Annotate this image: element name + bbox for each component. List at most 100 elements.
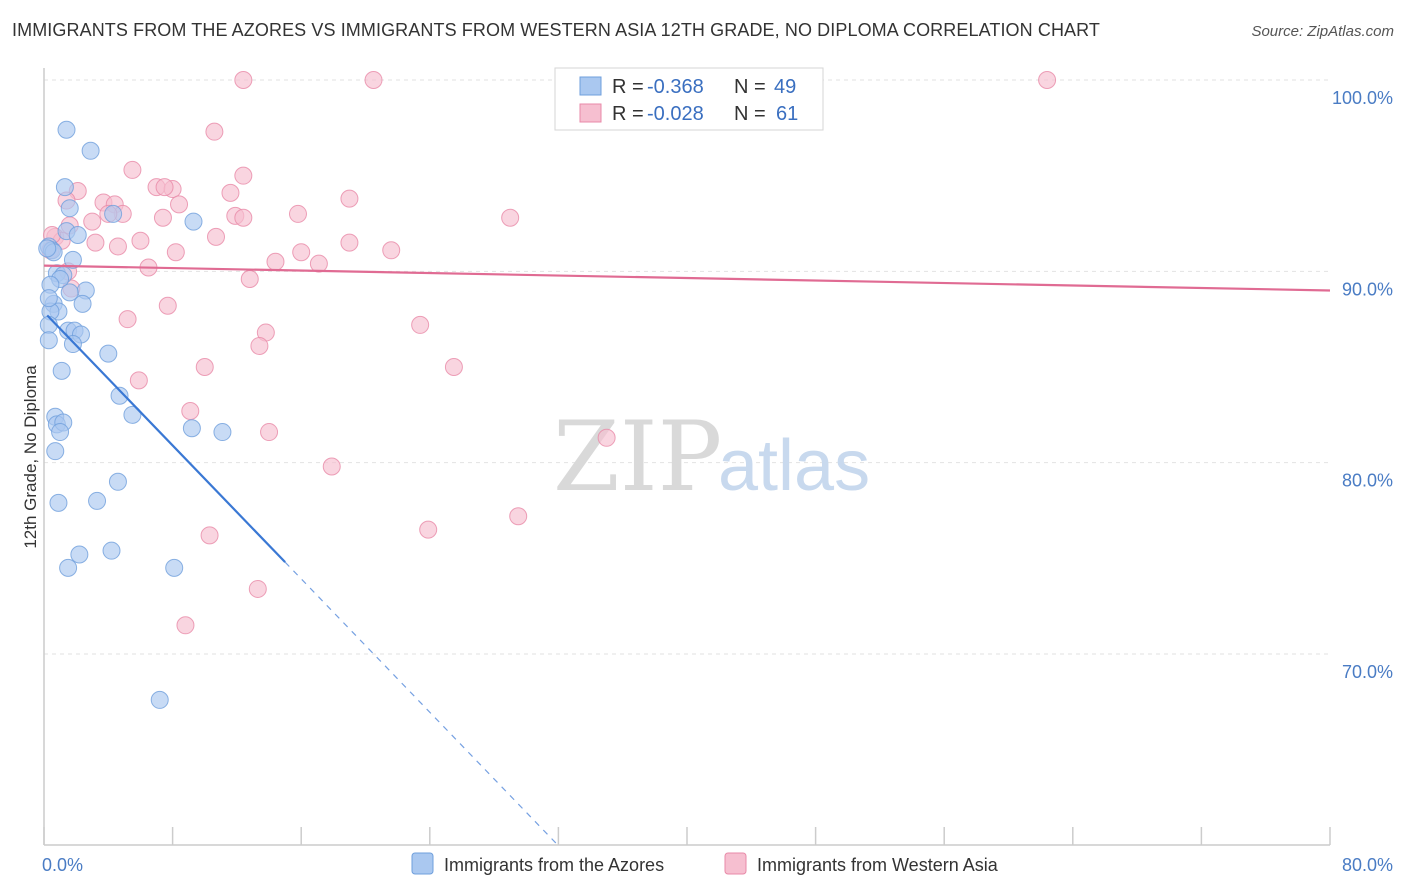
western-asia-point-44 [118,310,137,329]
western-asia-point-59 [176,616,195,635]
azores-point-39 [108,472,127,491]
azores-point-11 [63,250,82,269]
y-tick-label-3: 70.0% [1342,662,1393,682]
azores-point-19 [73,294,92,313]
western-asia-point-31 [340,233,359,252]
y-tick-label-0: 100.0% [1332,88,1393,108]
western-asia-point-32 [108,237,127,256]
x-tick-marks [43,827,1331,845]
azores-n-label: N = [734,76,766,98]
western-asia-point-37 [266,252,285,271]
western-asia-point-49 [444,358,463,376]
western-asia-point-20 [153,208,172,227]
western-asia-point-50 [129,371,148,390]
azores-point-27 [63,335,82,354]
stats-legend: R = -0.368 N = 49 R = -0.028 N = 61 [554,67,824,131]
azores-point-37 [51,423,70,442]
azores-point-0 [57,120,76,139]
western-asia-r-value: -0.028 [647,103,704,125]
western-asia-point-53 [597,428,616,447]
azores-point-5 [184,212,203,231]
western-asia-point-45 [411,315,430,334]
azores-r-label: R = [612,76,644,98]
chart-title: IMMIGRANTS FROM THE AZORES VS IMMIGRANTS… [12,20,1101,40]
western-asia-point-41 [240,269,259,288]
azores-r-value: -0.368 [647,76,704,98]
azores-point-35 [182,419,201,438]
azores-point-2 [55,178,74,197]
western-asia-point-3 [1038,71,1057,89]
y-axis-label: 12th Grade, No Diploma [21,365,40,549]
azores-point-36 [213,423,232,442]
western-asia-r-label: R = [612,103,644,125]
azores-points [38,120,232,709]
x-tick-label-1: 80.0% [1342,855,1393,875]
series-legend: Immigrants from the Azores Immigrants fr… [411,852,999,875]
x-tick-label-0: 0.0% [42,855,83,875]
western-asia-bottom-label: Immigrants from Western Asia [757,855,999,875]
western-asia-bottom-swatch [724,852,747,875]
western-asia-point-11 [221,183,240,202]
grid-lines [44,79,1330,655]
azores-point-43 [70,545,89,564]
azores-point-22 [39,315,58,334]
azores-point-48 [38,239,57,258]
western-asia-point-16 [170,195,189,214]
western-asia-point-24 [83,212,102,231]
western-asia-point-47 [250,336,269,355]
azores-point-41 [49,493,68,512]
azores-point-31 [123,405,142,424]
western-asia-point-6 [234,166,253,185]
azores-point-44 [59,558,78,577]
western-asia-point-38 [309,254,328,273]
azores-point-42 [102,541,121,560]
azores-bottom-label: Immigrants from the Azores [444,855,664,875]
y-tick-labels: 100.0% 90.0% 80.0% 70.0% [1332,88,1393,682]
azores-point-4 [104,204,123,223]
western-asia-point-48 [195,358,214,376]
watermark: ZIP atlas [553,401,870,513]
azores-bottom-swatch [411,852,434,875]
western-asia-point-0 [234,71,253,89]
azores-point-40 [88,491,107,510]
y-tick-label-1: 90.0% [1342,279,1393,299]
azores-n-value: 49 [774,76,796,98]
watermark-atlas: atlas [718,426,870,506]
western-asia-point-34 [292,243,311,262]
western-asia-point-56 [419,520,438,539]
azores-point-26 [39,331,58,350]
western-asia-point-5 [123,160,142,179]
western-asia-point-23 [501,208,520,227]
western-asia-point-27 [207,227,226,246]
azores-point-45 [165,558,184,577]
western-asia-point-19 [288,204,307,223]
western-asia-point-52 [260,423,279,442]
azores-point-16 [60,283,79,302]
x-tick-labels: 0.0% 80.0% [42,855,1393,875]
western-asia-n-label: N = [734,103,766,125]
watermark-zip: ZIP [553,401,722,513]
western-asia-point-9 [155,178,174,197]
western-asia-point-22 [234,208,253,227]
azores-legend-swatch [579,76,602,96]
azores-point-30 [110,386,129,405]
western-asia-point-33 [382,241,401,260]
western-asia-point-57 [200,526,219,545]
western-asia-point-12 [340,189,359,208]
azores-point-46 [150,690,169,709]
azores-point-28 [99,344,118,363]
azores-point-1 [81,141,100,160]
western-asia-point-1 [364,71,383,89]
western-asia-point-58 [248,579,267,598]
western-asia-legend-swatch [579,103,602,123]
azores-point-29 [52,361,71,380]
azores-point-38 [46,442,65,461]
western-asia-points [41,71,1057,635]
azores-trend-line [46,314,286,563]
azores-point-3 [60,199,79,218]
western-asia-point-35 [166,243,185,262]
western-asia-point-28 [131,231,150,250]
azores-trend-extension [284,561,559,847]
azores-point-7 [68,225,87,244]
